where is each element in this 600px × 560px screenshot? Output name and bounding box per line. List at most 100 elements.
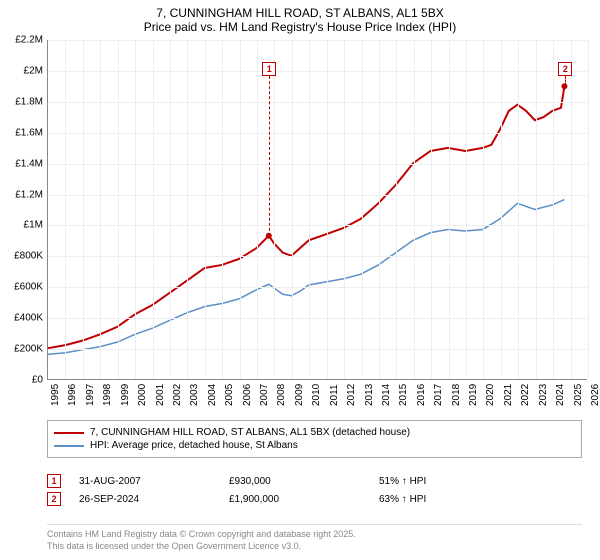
x-tick-label: 2002	[172, 384, 183, 406]
footer-attribution: Contains HM Land Registry data © Crown c…	[47, 524, 582, 552]
marker-table: 1 31-AUG-2007£930,00051% ↑ HPI 2 26-SEP-202…	[47, 470, 582, 510]
gridline-h	[48, 164, 587, 165]
gridline-v	[449, 40, 450, 379]
marker-pct: 51% ↑ HPI	[379, 476, 529, 487]
x-tick-label: 1998	[102, 384, 113, 406]
gridline-v	[344, 40, 345, 379]
x-tick-label: 1997	[85, 384, 96, 406]
x-tick-label: 2008	[276, 384, 287, 406]
gridline-h	[48, 256, 587, 257]
marker-table-row: 1 31-AUG-2007£930,00051% ↑ HPI	[47, 474, 582, 488]
marker-box: 1	[262, 62, 276, 76]
marker-pct: 63% ↑ HPI	[379, 494, 529, 505]
y-tick-label: £800K	[3, 251, 43, 262]
x-tick-label: 1995	[50, 384, 61, 406]
marker-id-box: 1	[47, 474, 61, 488]
gridline-h	[48, 102, 587, 103]
x-tick-label: 1996	[67, 384, 78, 406]
gridline-h	[48, 133, 587, 134]
series-svg	[48, 40, 587, 379]
gridline-v	[553, 40, 554, 379]
gridline-h	[48, 195, 587, 196]
gridline-v	[153, 40, 154, 379]
legend-box: 7, CUNNINGHAM HILL ROAD, ST ALBANS, AL1 …	[47, 420, 582, 458]
marker-vline	[269, 76, 270, 237]
x-tick-label: 2019	[468, 384, 479, 406]
gridline-h	[48, 287, 587, 288]
gridline-v	[379, 40, 380, 379]
x-tick-label: 2001	[155, 384, 166, 406]
marker-date: 26-SEP-2024	[79, 494, 229, 505]
x-tick-label: 2026	[590, 384, 600, 406]
gridline-v	[257, 40, 258, 379]
marker-id-box: 2	[47, 492, 61, 506]
marker-box: 2	[558, 62, 572, 76]
x-tick-label: 2018	[451, 384, 462, 406]
gridline-v	[414, 40, 415, 379]
gridline-h	[48, 225, 587, 226]
gridline-v	[170, 40, 171, 379]
y-tick-label: £0	[3, 375, 43, 386]
gridline-v	[205, 40, 206, 379]
marker-table-row: 2 26-SEP-2024£1,900,00063% ↑ HPI	[47, 492, 582, 506]
gridline-v	[274, 40, 275, 379]
gridline-v	[571, 40, 572, 379]
gridline-v	[466, 40, 467, 379]
gridline-h	[48, 71, 587, 72]
gridline-v	[327, 40, 328, 379]
x-tick-label: 2011	[329, 384, 340, 406]
legend-label: 7, CUNNINGHAM HILL ROAD, ST ALBANS, AL1 …	[90, 427, 410, 438]
x-tick-label: 2007	[259, 384, 270, 406]
y-tick-label: £1M	[3, 220, 43, 231]
x-tick-label: 2005	[224, 384, 235, 406]
x-tick-label: 2010	[311, 384, 322, 406]
x-tick-label: 2022	[520, 384, 531, 406]
series-blue	[48, 200, 564, 355]
gridline-v	[536, 40, 537, 379]
x-tick-label: 2025	[573, 384, 584, 406]
footer-line2: This data is licensed under the Open Gov…	[47, 541, 582, 553]
x-tick-label: 2006	[242, 384, 253, 406]
x-tick-label: 2013	[364, 384, 375, 406]
x-tick-label: 2014	[381, 384, 392, 406]
y-tick-label: £1.8M	[3, 96, 43, 107]
gridline-v	[588, 40, 589, 379]
legend-label: HPI: Average price, detached house, St A…	[90, 440, 298, 451]
y-tick-label: £1.2M	[3, 189, 43, 200]
gridline-v	[135, 40, 136, 379]
gridline-h	[48, 40, 587, 41]
gridline-v	[240, 40, 241, 379]
gridline-v	[309, 40, 310, 379]
y-tick-label: £2.2M	[3, 35, 43, 46]
gridline-v	[396, 40, 397, 379]
x-tick-label: 2016	[416, 384, 427, 406]
plot-area: 12	[47, 40, 587, 380]
gridline-v	[65, 40, 66, 379]
chart-title-block: 7, CUNNINGHAM HILL ROAD, ST ALBANS, AL1 …	[0, 0, 600, 36]
x-tick-label: 2009	[294, 384, 305, 406]
x-tick-label: 2017	[433, 384, 444, 406]
marker-date: 31-AUG-2007	[79, 476, 229, 487]
y-tick-label: £1.6M	[3, 127, 43, 138]
x-tick-label: 2020	[485, 384, 496, 406]
marker-price: £930,000	[229, 476, 379, 487]
gridline-v	[118, 40, 119, 379]
gridline-v	[483, 40, 484, 379]
legend-row: HPI: Average price, detached house, St A…	[54, 440, 575, 451]
y-tick-label: £400K	[3, 313, 43, 324]
y-tick-label: £200K	[3, 344, 43, 355]
x-tick-label: 2012	[346, 384, 357, 406]
legend-row: 7, CUNNINGHAM HILL ROAD, ST ALBANS, AL1 …	[54, 427, 575, 438]
gridline-v	[100, 40, 101, 379]
x-tick-label: 2015	[398, 384, 409, 406]
y-tick-label: £2M	[3, 65, 43, 76]
marker-vline	[565, 76, 566, 87]
y-tick-label: £1.4M	[3, 158, 43, 169]
gridline-v	[501, 40, 502, 379]
legend-swatch	[54, 445, 84, 447]
footer-line1: Contains HM Land Registry data © Crown c…	[47, 529, 582, 541]
chart-area: 12 £0£200K£400K£600K£800K£1M£1.2M£1.4M£1…	[5, 36, 595, 406]
gridline-h	[48, 318, 587, 319]
gridline-h	[48, 349, 587, 350]
marker-price: £1,900,000	[229, 494, 379, 505]
